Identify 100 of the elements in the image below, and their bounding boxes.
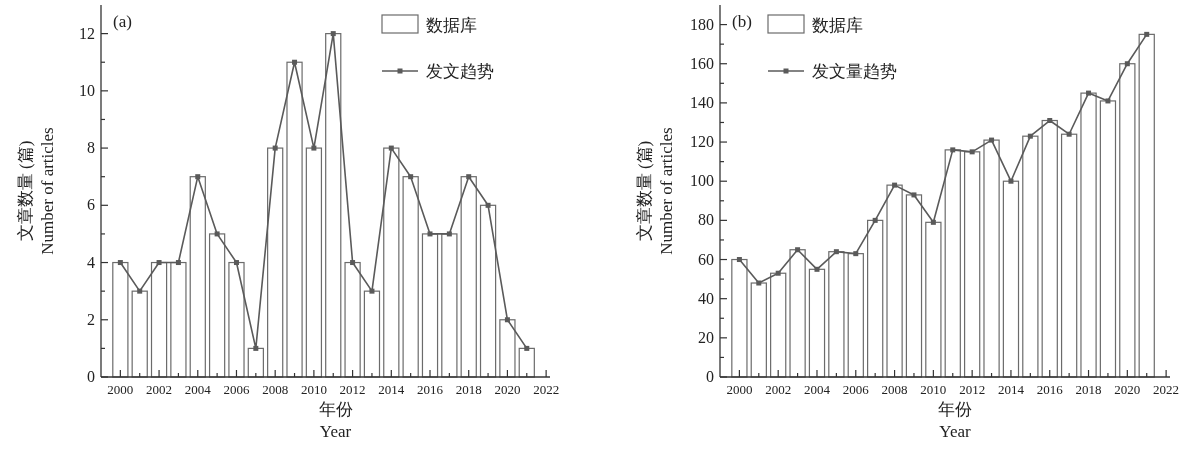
point (292, 59, 298, 65)
x-tick-label: 2000 (107, 382, 134, 397)
point (156, 260, 162, 266)
y-tick-label: 12 (79, 24, 95, 42)
legend-label: 发文量趋势 (812, 62, 897, 81)
bar (112, 261, 129, 378)
bar (1002, 180, 1020, 378)
point (195, 174, 201, 180)
bar (267, 147, 284, 378)
x-tick-label: 2022 (1153, 382, 1180, 397)
point (1124, 61, 1130, 67)
point (1008, 178, 1014, 184)
point (117, 260, 123, 266)
y-tick-label: 8 (87, 139, 95, 157)
point (214, 231, 220, 237)
point (1144, 31, 1150, 37)
bar (1060, 133, 1078, 378)
x-tick-label: 2006 (223, 382, 250, 397)
x-tick-label: 2014 (997, 382, 1025, 397)
bar (808, 268, 826, 378)
bar (770, 272, 787, 378)
bar (886, 184, 903, 378)
x-tick-label: 2002 (765, 382, 792, 397)
point (311, 145, 317, 151)
bar (731, 258, 748, 378)
y-tick-label: 80 (698, 211, 714, 229)
x-tick-label: 2020 (1114, 382, 1141, 397)
point (833, 249, 839, 255)
x-tick-label: 2002 (146, 382, 173, 397)
bar (286, 61, 303, 378)
x-tick-label: 2012 (339, 382, 366, 397)
y-tick-label: 20 (698, 328, 714, 346)
y-axis-title: 文章数量 (篇) Number of articles (635, 127, 676, 255)
bar (131, 290, 148, 378)
bar (1099, 100, 1117, 378)
bar (208, 233, 226, 378)
legend-label: 发文趋势 (426, 62, 494, 81)
point (175, 260, 181, 266)
x-tick-label: 2010 (920, 382, 947, 397)
point (950, 147, 956, 153)
point (350, 260, 356, 266)
bar (518, 347, 535, 378)
x-tick-label: 2016 (1036, 382, 1064, 397)
point (1027, 133, 1033, 139)
point (814, 266, 820, 272)
y-tick-label: 180 (690, 15, 714, 33)
bar (944, 149, 961, 378)
y-tick-label: 10 (79, 81, 95, 99)
bar (983, 139, 1000, 378)
x-tick-label: 2008 (262, 382, 289, 397)
legend-label: 数据库 (426, 16, 477, 35)
bar (925, 221, 942, 378)
point (795, 247, 801, 253)
point (775, 270, 781, 276)
x-tick-label: 2010 (300, 382, 327, 397)
annotation: (b) (732, 12, 752, 31)
y-axis-title: 文章数量 (篇) Number of articles (16, 127, 57, 255)
point (427, 231, 433, 237)
point (388, 145, 394, 151)
annotation: (a) (113, 12, 132, 31)
point (756, 280, 762, 286)
x-tick-label: 2016 (417, 382, 444, 397)
x-axis-title: 年份 Year (938, 400, 972, 441)
point (853, 251, 859, 257)
bar (460, 176, 477, 378)
x-tick-label: 2000 (726, 382, 753, 397)
bar (1138, 33, 1155, 378)
bar (905, 194, 923, 378)
point (272, 145, 278, 151)
bar (441, 233, 458, 378)
bar (150, 261, 168, 378)
point (892, 182, 898, 188)
point (504, 317, 510, 323)
bar (421, 233, 439, 378)
point (485, 202, 491, 208)
point (233, 260, 239, 266)
y-tick-label: 0 (706, 368, 714, 385)
bar (383, 147, 400, 378)
point (911, 192, 917, 198)
x-tick-label: 2012 (959, 382, 986, 397)
x-tick-label: 2014 (378, 382, 405, 397)
x-tick-label: 2018 (455, 382, 482, 397)
bar (325, 33, 342, 378)
bar (344, 261, 361, 378)
x-tick-label: 2006 (842, 382, 870, 397)
point (1047, 118, 1053, 124)
bar (499, 319, 516, 378)
bar (1080, 92, 1097, 378)
bar (963, 151, 981, 378)
legend-label: 数据库 (812, 16, 863, 35)
y-tick-label: 6 (87, 196, 95, 214)
x-tick-label: 2008 (881, 382, 908, 397)
x-tick-label: 2004 (184, 382, 212, 397)
bar (228, 261, 245, 378)
point (137, 288, 143, 294)
point (989, 137, 995, 143)
x-tick-label: 2018 (1075, 382, 1102, 397)
bar (1041, 119, 1058, 378)
point (736, 257, 742, 263)
point (253, 345, 259, 351)
